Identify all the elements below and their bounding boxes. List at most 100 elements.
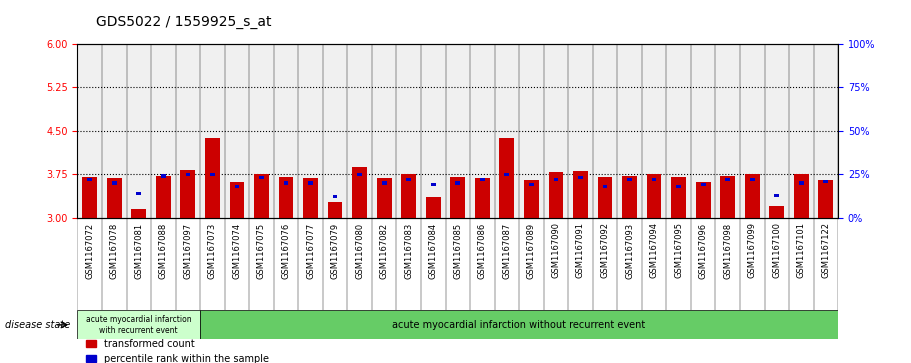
Bar xyxy=(647,174,661,218)
Bar xyxy=(205,138,220,218)
Bar xyxy=(450,177,466,218)
Bar xyxy=(745,174,760,218)
Text: GSM1167091: GSM1167091 xyxy=(576,223,585,278)
Bar xyxy=(529,183,534,186)
Bar xyxy=(77,310,200,339)
Bar xyxy=(254,174,269,218)
Bar xyxy=(750,178,754,181)
Text: GSM1167101: GSM1167101 xyxy=(797,223,806,278)
Text: GSM1167090: GSM1167090 xyxy=(551,223,560,278)
Text: GSM1167100: GSM1167100 xyxy=(773,223,782,278)
Bar xyxy=(548,172,563,218)
Bar xyxy=(578,176,583,179)
Bar xyxy=(283,182,289,184)
Text: GSM1167076: GSM1167076 xyxy=(281,223,291,279)
Bar xyxy=(357,173,362,176)
Bar xyxy=(112,182,117,184)
Bar xyxy=(824,180,828,183)
Text: GDS5022 / 1559925_s_at: GDS5022 / 1559925_s_at xyxy=(96,15,271,29)
Bar xyxy=(82,177,97,218)
Text: GSM1167079: GSM1167079 xyxy=(331,223,340,278)
Bar xyxy=(161,174,166,178)
Text: GSM1167075: GSM1167075 xyxy=(257,223,266,278)
Bar xyxy=(230,182,244,218)
Text: GSM1167073: GSM1167073 xyxy=(208,223,217,279)
Bar xyxy=(676,185,681,188)
Text: GSM1167093: GSM1167093 xyxy=(625,223,634,278)
Bar xyxy=(425,197,441,218)
Text: GSM1167087: GSM1167087 xyxy=(502,223,511,279)
Bar xyxy=(524,180,538,218)
Bar xyxy=(259,176,264,179)
Text: GSM1167094: GSM1167094 xyxy=(650,223,659,278)
Bar xyxy=(818,180,834,218)
Bar xyxy=(603,185,608,188)
Text: GSM1167097: GSM1167097 xyxy=(183,223,192,278)
Text: GSM1167083: GSM1167083 xyxy=(404,223,414,279)
Bar xyxy=(794,174,809,218)
Bar xyxy=(505,173,509,176)
Bar xyxy=(721,176,735,218)
Text: GSM1167092: GSM1167092 xyxy=(600,223,609,278)
Text: GSM1167096: GSM1167096 xyxy=(699,223,708,278)
Text: GSM1167077: GSM1167077 xyxy=(306,223,315,279)
Bar xyxy=(402,174,416,218)
Text: GSM1167078: GSM1167078 xyxy=(109,223,118,279)
Bar xyxy=(456,182,460,184)
Text: GSM1167089: GSM1167089 xyxy=(527,223,536,278)
Bar xyxy=(701,183,705,186)
Bar xyxy=(431,183,435,186)
Text: GSM1167095: GSM1167095 xyxy=(674,223,683,278)
Bar xyxy=(333,195,337,199)
Bar xyxy=(308,182,312,184)
Text: GSM1167086: GSM1167086 xyxy=(477,223,486,279)
Bar xyxy=(200,310,838,339)
Bar xyxy=(131,209,146,218)
Bar xyxy=(186,173,190,176)
Legend: transformed count, percentile rank within the sample: transformed count, percentile rank withi… xyxy=(82,335,272,363)
Bar xyxy=(87,178,92,181)
Bar xyxy=(480,178,485,181)
Text: acute myocardial infarction
with recurrent event: acute myocardial infarction with recurre… xyxy=(86,315,191,335)
Text: GSM1167082: GSM1167082 xyxy=(380,223,389,278)
Text: GSM1167098: GSM1167098 xyxy=(723,223,732,278)
Text: GSM1167084: GSM1167084 xyxy=(429,223,438,278)
Text: GSM1167074: GSM1167074 xyxy=(232,223,241,278)
Bar xyxy=(475,178,490,218)
Text: GSM1167085: GSM1167085 xyxy=(454,223,462,278)
Bar xyxy=(156,176,170,218)
Bar xyxy=(651,178,657,181)
Bar xyxy=(303,178,318,218)
Bar xyxy=(799,182,804,184)
Bar xyxy=(353,167,367,218)
Bar xyxy=(622,176,637,218)
Bar xyxy=(377,178,392,218)
Text: GSM1167081: GSM1167081 xyxy=(134,223,143,278)
Text: acute myocardial infarction without recurrent event: acute myocardial infarction without recu… xyxy=(393,320,646,330)
Bar xyxy=(382,182,386,184)
Bar xyxy=(598,177,612,218)
Bar xyxy=(774,193,779,197)
Bar xyxy=(137,192,141,195)
Bar xyxy=(554,178,558,181)
Bar xyxy=(107,178,121,218)
Bar xyxy=(279,177,293,218)
Bar xyxy=(499,138,514,218)
Text: GSM1167099: GSM1167099 xyxy=(748,223,757,278)
Bar xyxy=(725,178,730,181)
Bar xyxy=(770,206,784,218)
Text: GSM1167122: GSM1167122 xyxy=(822,223,830,278)
Bar xyxy=(180,170,195,218)
Bar xyxy=(234,185,240,188)
Bar xyxy=(328,201,343,218)
Bar xyxy=(210,173,215,176)
Bar xyxy=(627,178,632,181)
Text: GSM1167080: GSM1167080 xyxy=(355,223,364,278)
Text: GSM1167072: GSM1167072 xyxy=(86,223,94,278)
Text: GSM1167088: GSM1167088 xyxy=(159,223,168,279)
Text: disease state: disease state xyxy=(5,320,70,330)
Bar xyxy=(573,171,588,218)
Bar xyxy=(696,182,711,218)
Bar xyxy=(671,177,686,218)
Bar xyxy=(406,178,411,181)
